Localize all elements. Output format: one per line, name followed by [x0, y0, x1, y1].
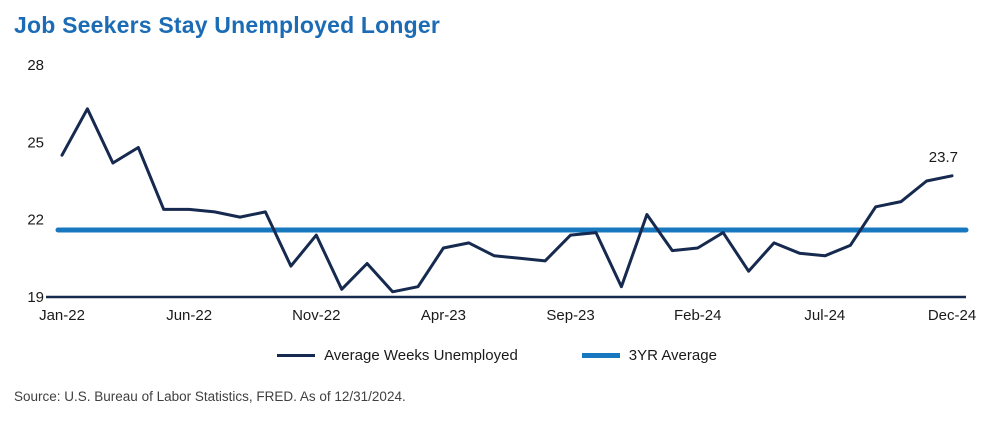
x-tick-label: Sep-23	[546, 307, 594, 324]
x-tick-label: Apr-23	[421, 307, 466, 324]
source-note: Source: U.S. Bureau of Labor Statistics,…	[14, 389, 406, 404]
y-tick-label: 28	[27, 57, 44, 74]
legend-item-series: Average Weeks Unemployed	[277, 347, 518, 364]
x-tick-label: Nov-22	[292, 307, 340, 324]
y-tick-label: 22	[27, 212, 44, 229]
chart-title: Job Seekers Stay Unemployed Longer	[14, 12, 441, 38]
last-value-label: 23.7	[929, 149, 958, 166]
chart-area: 19 22 25 28 Jan-22 Jun-22 Nov-22 Apr-23 Sep-23 Fe…	[14, 49, 980, 329]
x-tick-label: Jun-22	[166, 307, 212, 324]
legend-label-series: Average Weeks Unemployed	[324, 346, 518, 364]
series-line	[60, 107, 954, 294]
line-chart: 19 22 25 28 Jan-22 Jun-22 Nov-22 Apr-23 Sep-23 Fe…	[27, 57, 976, 324]
y-tick-label: 25	[27, 134, 44, 151]
x-tick-label: Jul-24	[804, 307, 845, 324]
legend-label-average: 3YR Average	[628, 346, 717, 364]
legend-item-average: 3YR Average	[581, 346, 717, 364]
y-tick-label: 19	[27, 289, 44, 306]
average-line-swatch	[581, 352, 620, 358]
x-tick-label: Feb-24	[674, 307, 722, 324]
series-line-swatch	[277, 353, 316, 357]
x-tick-label: Dec-24	[928, 307, 976, 324]
legend: Average Weeks Unemployed 3YR Average	[14, 343, 980, 367]
x-tick-label: Jan-22	[39, 307, 85, 324]
